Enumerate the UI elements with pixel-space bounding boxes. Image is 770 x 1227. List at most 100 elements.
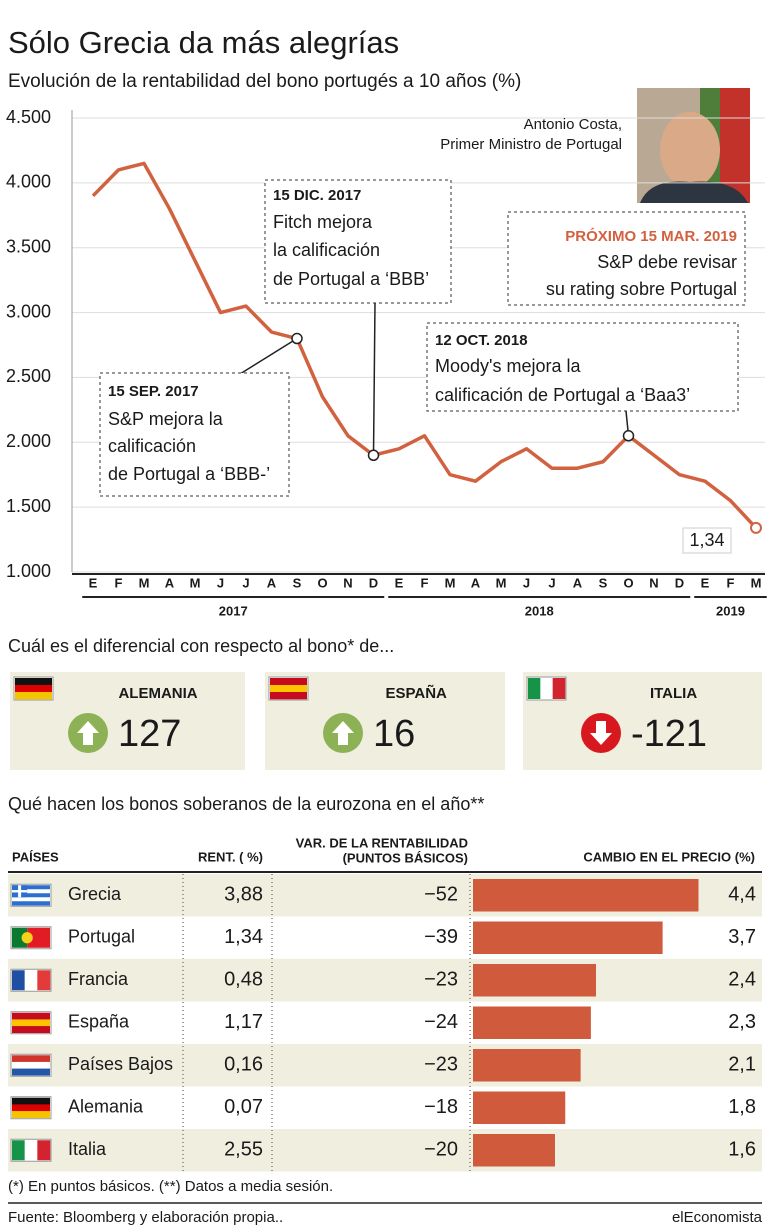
flag bbox=[12, 885, 50, 890]
x-tick-label: A bbox=[165, 575, 175, 590]
row-country: España bbox=[68, 1012, 130, 1032]
annotation-box bbox=[507, 211, 746, 306]
flag bbox=[15, 685, 52, 693]
annotation-box bbox=[264, 179, 452, 304]
flag bbox=[12, 890, 28, 893]
row-country: Portugal bbox=[68, 927, 135, 947]
flag bbox=[528, 678, 541, 699]
flag bbox=[12, 893, 50, 898]
row-shade bbox=[8, 959, 762, 1002]
x-tick-label: F bbox=[421, 575, 429, 590]
row-var: −24 bbox=[424, 1011, 458, 1033]
x-tick-label: J bbox=[523, 575, 530, 590]
flag bbox=[12, 1055, 50, 1063]
x-tick-label: M bbox=[139, 575, 150, 590]
bar bbox=[473, 1006, 591, 1039]
y-tick-label: 4.500 bbox=[6, 107, 51, 127]
bar-value-label: 2,3 bbox=[728, 1011, 756, 1033]
spread-value: 16 bbox=[373, 713, 415, 755]
table-header: (PUNTOS BÁSICOS) bbox=[343, 850, 468, 865]
spread-arrow bbox=[77, 721, 99, 745]
x-tick-label: M bbox=[751, 575, 762, 590]
table-header: PAÍSES bbox=[12, 849, 59, 864]
y-tick-label: 4.000 bbox=[6, 172, 51, 192]
bar bbox=[473, 964, 596, 997]
bar-value-label: 1,6 bbox=[728, 1139, 756, 1161]
annotation-box bbox=[99, 372, 290, 497]
x-year-label: 2018 bbox=[525, 603, 554, 618]
row-var: −23 bbox=[424, 1054, 458, 1076]
flag bbox=[12, 970, 25, 991]
flag bbox=[37, 1140, 51, 1161]
flag bbox=[12, 1061, 50, 1069]
annotation-text: de Portugal a ‘BBB-’ bbox=[108, 464, 270, 484]
annotation-text: 15 DIC. 2017 bbox=[273, 187, 361, 204]
bar-value-label: 4,4 bbox=[728, 884, 756, 906]
flag bbox=[12, 1019, 50, 1027]
section-title: Cuál es el diferencial con respecto al b… bbox=[8, 636, 394, 656]
bar-value-label: 3,7 bbox=[728, 926, 756, 948]
x-year-label: 2019 bbox=[716, 603, 745, 618]
spread-country: ESPAÑA bbox=[385, 684, 447, 702]
bar-value-label: 2,4 bbox=[728, 969, 756, 991]
bar-value-label: 2,1 bbox=[728, 1054, 756, 1076]
x-tick-label: S bbox=[293, 575, 302, 590]
row-rent: 3,88 bbox=[224, 884, 263, 906]
flag bbox=[24, 970, 38, 991]
x-year-label: 2017 bbox=[219, 603, 248, 618]
row-shade bbox=[8, 1044, 762, 1087]
x-tick-label: M bbox=[190, 575, 201, 590]
photo-caption: Antonio Costa, bbox=[524, 116, 622, 133]
row-country: Grecia bbox=[68, 884, 122, 904]
annotation-text: 15 SEP. 2017 bbox=[108, 383, 199, 400]
bar bbox=[473, 1091, 566, 1124]
y-tick-label: 3.000 bbox=[6, 301, 51, 321]
footnote: (*) En puntos básicos. (**) Datos a medi… bbox=[8, 1178, 333, 1195]
bar-value-label: 1,8 bbox=[728, 1096, 756, 1118]
section-title: Qué hacen los bonos soberanos de la euro… bbox=[8, 794, 484, 814]
x-tick-label: E bbox=[89, 575, 98, 590]
y-tick-label: 1.000 bbox=[6, 561, 51, 581]
x-tick-label: A bbox=[573, 575, 583, 590]
flag bbox=[12, 897, 50, 902]
annotation-text: la calificación bbox=[273, 240, 380, 260]
flag bbox=[12, 1097, 50, 1105]
x-tick-label: E bbox=[701, 575, 710, 590]
x-tick-label: N bbox=[649, 575, 658, 590]
flag bbox=[12, 1140, 25, 1161]
flag bbox=[21, 932, 33, 944]
annotation-leader bbox=[372, 302, 376, 456]
line bbox=[91, 161, 758, 530]
x-tick-label: O bbox=[623, 575, 633, 590]
x-tick-label: N bbox=[343, 575, 352, 590]
bar bbox=[473, 1049, 581, 1082]
x-tick-label: O bbox=[317, 575, 327, 590]
spread-country: ITALIA bbox=[650, 685, 697, 702]
flag bbox=[270, 678, 307, 686]
bar bbox=[473, 879, 699, 912]
flag bbox=[12, 927, 28, 948]
x-tick-label: D bbox=[369, 575, 378, 590]
row-country: Países Bajos bbox=[68, 1054, 173, 1074]
flag bbox=[270, 692, 307, 700]
table-header: RENT. ( %) bbox=[198, 849, 263, 864]
flag bbox=[24, 1140, 38, 1161]
photo-face bbox=[660, 112, 720, 188]
flag bbox=[12, 1068, 50, 1076]
annotation-text: Moody's mejora la bbox=[435, 356, 581, 376]
flag bbox=[37, 970, 51, 991]
end-label: 1,34 bbox=[689, 530, 724, 550]
row-rent: 2,55 bbox=[224, 1139, 263, 1161]
annotation-text: calificación bbox=[108, 436, 196, 456]
y-tick-label: 1.500 bbox=[6, 496, 51, 516]
brand: elEconomista bbox=[672, 1209, 763, 1226]
row-rent: 1,17 bbox=[224, 1011, 263, 1033]
bar bbox=[473, 921, 663, 954]
flag bbox=[15, 692, 52, 700]
row-var: −20 bbox=[424, 1139, 458, 1161]
x-tick-label: A bbox=[471, 575, 481, 590]
x-tick-label: F bbox=[727, 575, 735, 590]
y-tick-label: 2.000 bbox=[6, 431, 51, 451]
row-country: Francia bbox=[68, 969, 129, 989]
source: Fuente: Bloomberg y elaboración propia.. bbox=[8, 1209, 283, 1226]
